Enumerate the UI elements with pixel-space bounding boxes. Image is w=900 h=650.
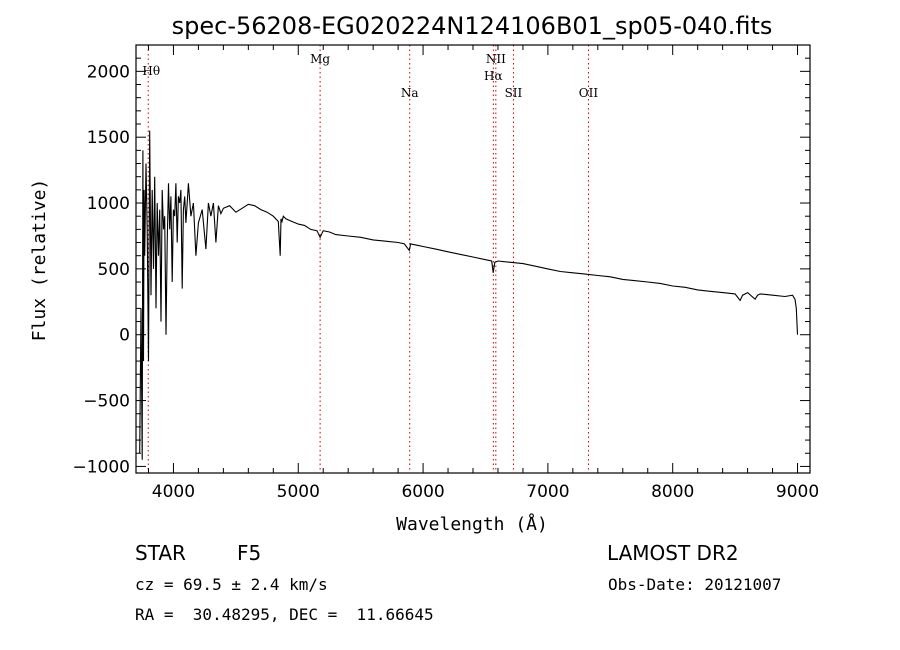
y-tick-label: 1500 (87, 128, 130, 148)
coordinates: RA = 30.48295, DEC = 11.66645 (135, 605, 434, 624)
spectrum-line (139, 130, 799, 460)
line-marker-label: SII (505, 86, 523, 100)
x-tick-label: 7000 (526, 482, 569, 502)
x-tick-label: 6000 (401, 482, 444, 502)
redshift-text: cz = 69.5 ± 2.4 km/s (135, 575, 328, 594)
y-tick-label: −1000 (72, 457, 130, 477)
chart-title: spec-56208-EG020224N124106B01_sp05-040.f… (172, 12, 773, 40)
object-class: STAR (135, 541, 186, 565)
y-axis-label: Flux (relative) (29, 179, 50, 342)
line-marker-label: Mg (310, 52, 330, 66)
line-marker-label: Hθ (142, 64, 160, 78)
subclass: F5 (237, 541, 262, 565)
x-axis-label: Wavelength (Å) (396, 513, 548, 535)
axis-ticks: 4000 5000 6000 7000 8000 9000 −1000 −500 0 500 100… (72, 44, 819, 502)
y-tick-label: 0 (119, 326, 130, 346)
y-tick-label: 1000 (87, 194, 130, 214)
x-tick-label: 5000 (277, 482, 320, 502)
x-tick-label: 8000 (651, 482, 694, 502)
x-tick-label: 4000 (152, 482, 195, 502)
y-tick-label: −500 (83, 392, 130, 412)
line-marker-label: NII (486, 52, 506, 66)
line-marker-label: Na (401, 86, 419, 100)
line-marker-label: Hα (484, 69, 503, 83)
plot-frame (135, 44, 811, 474)
obs-date: Obs-Date: 20121007 (608, 575, 782, 594)
y-tick-label: 2000 (87, 62, 130, 82)
x-tick-label: 9000 (776, 482, 819, 502)
survey-label: LAMOST DR2 (607, 541, 739, 565)
line-marker-label: OII (579, 86, 599, 100)
y-tick-label: 500 (98, 260, 130, 280)
